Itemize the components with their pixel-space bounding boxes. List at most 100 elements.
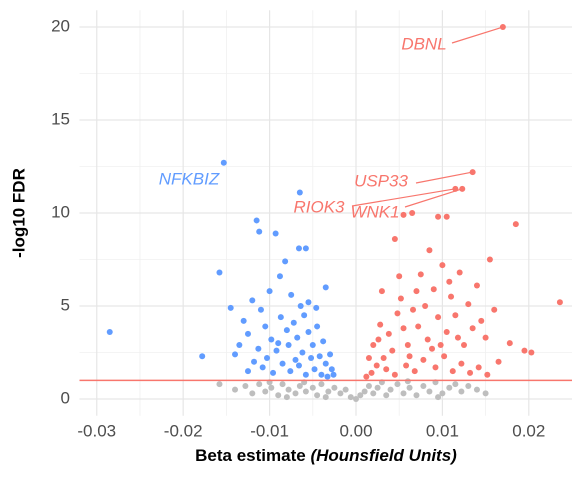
data-point	[365, 355, 372, 362]
data-point	[454, 334, 461, 341]
data-point	[296, 189, 303, 196]
data-point	[363, 373, 370, 380]
label-connector	[451, 26, 504, 44]
data-point	[400, 390, 407, 397]
data-point	[331, 384, 338, 391]
data-point	[275, 392, 282, 399]
gene-label: DBNL	[401, 34, 446, 53]
data-point	[324, 373, 331, 380]
data-point	[387, 386, 394, 393]
data-point	[446, 278, 453, 285]
data-point	[469, 325, 476, 332]
data-point	[378, 288, 385, 295]
data-point	[411, 368, 418, 375]
data-point	[232, 351, 239, 358]
data-point	[309, 342, 316, 349]
x-axis-title: Beta estimate (Hounsfield Units)	[195, 446, 457, 465]
data-point	[473, 386, 480, 393]
data-point	[385, 330, 392, 337]
data-point	[295, 362, 302, 369]
data-point	[262, 388, 269, 395]
data-point	[446, 384, 453, 391]
data-point	[452, 381, 459, 388]
data-point	[279, 381, 286, 388]
data-point	[448, 293, 455, 300]
x-tick-label: -0.01	[250, 421, 289, 440]
data-point	[413, 288, 420, 295]
x-tick-label: -0.02	[164, 421, 203, 440]
data-point	[482, 334, 489, 341]
label-connector	[404, 188, 463, 208]
data-point	[327, 351, 334, 358]
data-point	[465, 382, 472, 389]
data-point	[292, 390, 299, 397]
data-point	[491, 306, 498, 313]
label-connector	[415, 171, 473, 184]
data-point	[361, 388, 368, 395]
data-point	[337, 390, 344, 397]
data-point	[244, 330, 251, 337]
data-point	[449, 368, 456, 375]
data-point	[404, 342, 411, 349]
data-point	[249, 390, 256, 397]
data-point	[311, 366, 318, 373]
data-point	[404, 378, 411, 385]
data-point	[435, 314, 442, 321]
x-tick-label: -0.03	[77, 421, 116, 440]
data-point	[318, 371, 325, 378]
data-point	[406, 353, 413, 360]
y-tick-label: 0	[61, 388, 70, 407]
y-tick-label: 15	[51, 110, 70, 129]
data-point	[417, 271, 424, 278]
data-point	[287, 368, 294, 375]
data-point	[251, 358, 258, 365]
data-point	[467, 369, 474, 376]
data-point	[465, 301, 472, 308]
data-point	[521, 347, 528, 354]
data-point	[282, 258, 289, 265]
data-point	[266, 288, 273, 295]
data-point	[413, 392, 420, 399]
data-point	[305, 329, 312, 336]
y-tick-label: 20	[51, 17, 70, 36]
data-point	[473, 282, 480, 289]
data-point	[292, 356, 299, 363]
data-point	[314, 323, 321, 330]
data-point	[426, 388, 433, 395]
data-point	[443, 213, 450, 220]
x-tick-label: 0.01	[426, 421, 459, 440]
data-point	[242, 382, 249, 389]
gene-label: RIOK3	[293, 197, 345, 216]
data-point	[279, 360, 286, 367]
data-point	[452, 312, 459, 319]
data-point	[422, 302, 429, 309]
data-point	[420, 356, 427, 363]
data-point	[268, 384, 275, 391]
data-point	[443, 329, 450, 336]
data-point	[394, 310, 401, 317]
data-point	[263, 355, 270, 362]
data-point	[325, 388, 332, 395]
data-point	[506, 340, 513, 347]
data-point	[259, 364, 266, 371]
data-point	[283, 327, 290, 334]
data-point	[415, 323, 422, 330]
data-point	[391, 236, 398, 243]
data-point	[429, 345, 436, 352]
data-point	[308, 355, 315, 362]
data-point	[268, 336, 275, 343]
data-point	[302, 388, 309, 395]
data-point	[370, 342, 377, 349]
y-tick-label: 10	[51, 202, 70, 221]
data-point	[296, 382, 303, 389]
data-point	[437, 342, 444, 349]
data-point	[273, 347, 280, 354]
data-point	[410, 306, 417, 313]
data-point	[400, 325, 407, 332]
data-point	[403, 362, 410, 369]
data-point	[383, 392, 390, 399]
data-point	[256, 228, 263, 235]
data-point	[383, 366, 390, 373]
data-point	[285, 342, 292, 349]
